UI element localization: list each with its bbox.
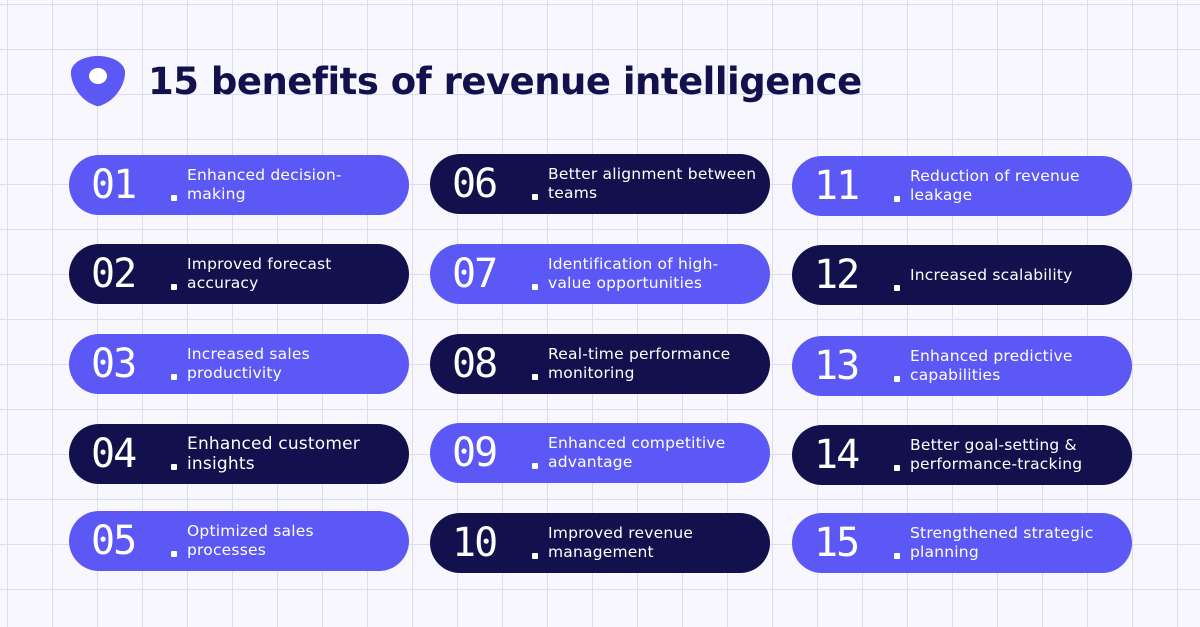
benefit-label: Better alignment between teams xyxy=(548,165,757,202)
benefit-item-12: 12 Increased scalability xyxy=(792,245,1132,305)
benefit-number: 04 xyxy=(91,431,137,477)
benefit-number: 12 xyxy=(814,252,860,298)
benefit-label: Increased sales productivity xyxy=(187,345,310,382)
benefit-number: 11 xyxy=(814,163,860,209)
benefit-label: Enhanced customer insights xyxy=(187,434,360,474)
benefit-number: 15 xyxy=(814,520,860,566)
benefit-number: 07 xyxy=(452,251,498,297)
benefit-item-09: 09 Enhanced competitive advantage xyxy=(430,423,770,483)
dot xyxy=(894,376,900,382)
dot xyxy=(171,195,177,201)
dot xyxy=(532,194,538,200)
header: 15 benefits of revenue intelligence xyxy=(70,52,862,110)
dot xyxy=(171,464,177,470)
dot xyxy=(894,465,900,471)
benefit-item-06: 06 Better alignment between teams xyxy=(430,154,770,214)
benefit-label: Better goal-setting & performance-tracki… xyxy=(910,436,1083,473)
benefit-item-01: 01 Enhanced decision-making xyxy=(69,155,409,215)
benefit-item-14: 14 Better goal-setting & performance-tra… xyxy=(792,425,1132,485)
benefit-number: 09 xyxy=(452,430,498,476)
benefit-label: Strengthened strategic planning xyxy=(910,524,1094,561)
page-title: 15 benefits of revenue intelligence xyxy=(148,59,862,103)
benefit-number: 05 xyxy=(91,518,137,564)
dot xyxy=(532,463,538,469)
benefit-label: Enhanced competitive advantage xyxy=(548,434,726,471)
benefit-item-05: 05 Optimized sales processes xyxy=(69,511,409,571)
benefit-number: 13 xyxy=(814,343,860,389)
brand-logo-icon xyxy=(70,56,126,107)
dot xyxy=(894,196,900,202)
dot xyxy=(894,553,900,559)
dot xyxy=(171,284,177,290)
benefit-label: Improved revenue management xyxy=(548,524,694,561)
benefit-item-13: 13 Enhanced predictive capabilities xyxy=(792,336,1132,396)
benefit-number: 03 xyxy=(91,341,137,387)
benefit-item-11: 11 Reduction of revenue leakage xyxy=(792,156,1132,216)
benefit-number: 14 xyxy=(814,432,860,478)
benefit-label: Optimized sales processes xyxy=(187,522,314,559)
dot xyxy=(894,285,900,291)
benefit-label: Real-time performance monitoring xyxy=(548,345,731,382)
benefit-label: Enhanced predictive capabilities xyxy=(910,347,1073,384)
benefit-label: Increased scalability xyxy=(910,265,1073,284)
benefit-number: 01 xyxy=(91,162,137,208)
benefit-number: 08 xyxy=(452,341,498,387)
benefit-number: 06 xyxy=(452,161,498,207)
benefit-number: 02 xyxy=(91,251,137,297)
benefit-item-04: 04 Enhanced customer insights xyxy=(69,424,409,484)
dot xyxy=(171,374,177,380)
benefit-label: Reduction of revenue leakage xyxy=(910,167,1080,204)
benefit-item-15: 15 Strengthened strategic planning xyxy=(792,513,1132,573)
benefit-item-08: 08 Real-time performance monitoring xyxy=(430,334,770,394)
benefit-item-10: 10 Improved revenue management xyxy=(430,513,770,573)
dot xyxy=(171,551,177,557)
benefit-label: Improved forecast accuracy xyxy=(187,255,332,292)
benefit-item-07: 07 Identification of high-value opportun… xyxy=(430,244,770,304)
benefit-label: Identification of high-value opportuniti… xyxy=(548,255,719,292)
benefit-number: 10 xyxy=(452,520,498,566)
dot xyxy=(532,284,538,290)
benefit-item-02: 02 Improved forecast accuracy xyxy=(69,244,409,304)
dot xyxy=(532,553,538,559)
benefit-item-03: 03 Increased sales productivity xyxy=(69,334,409,394)
benefit-label: Enhanced decision-making xyxy=(187,166,342,203)
dot xyxy=(532,374,538,380)
